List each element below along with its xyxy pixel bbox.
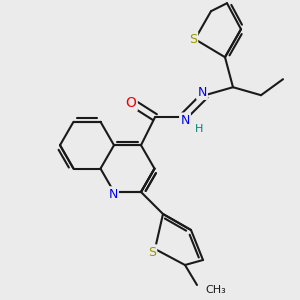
Text: S: S xyxy=(189,33,197,46)
Text: O: O xyxy=(126,96,136,110)
Text: S: S xyxy=(148,245,156,259)
Text: H: H xyxy=(195,124,203,134)
Text: CH₃: CH₃ xyxy=(205,285,226,295)
Text: N: N xyxy=(197,86,207,99)
Text: N: N xyxy=(108,188,118,200)
Text: N: N xyxy=(180,114,190,127)
